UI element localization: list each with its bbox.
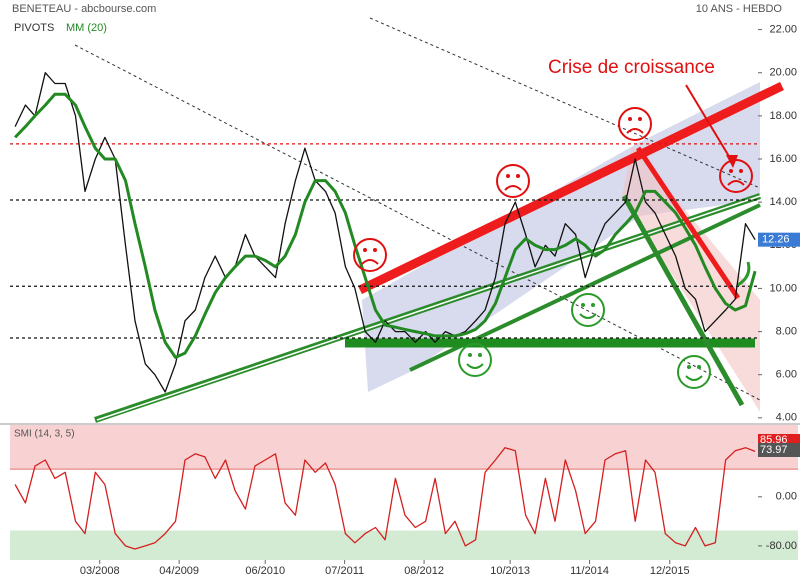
chart-subtitle: 10 ANS - HEBDO [696,3,783,15]
down-support [621,194,745,407]
face [719,159,753,193]
y-tick-label: 16.00 [769,153,797,165]
marker-label: 85.96 [760,434,788,446]
x-tick-label: 10/2013 [490,565,530,577]
eye [628,117,632,121]
smiley-happy [677,355,711,389]
smiley-sad [353,238,387,272]
mouth [727,180,745,186]
eye [373,248,377,252]
y-tick-label: 14.00 [769,196,797,208]
last-price-label: 12.26 [762,234,790,246]
down-resistance [635,146,741,300]
legend-pivots: PIVOTS [14,22,54,34]
eye [581,303,585,307]
eye [638,117,642,121]
x-tick-label: 08/2012 [404,565,444,577]
face [353,238,387,272]
eye [516,174,520,178]
last-smi-label: 73.97 [760,444,788,456]
overbought-zone [10,425,798,470]
smiley-sad [618,107,652,141]
series-line [14,92,757,359]
annotation: Crise de croissance [548,57,715,78]
panel-title: SMI (14, 3, 5) [14,429,75,440]
chart-title: BENETEAU - abcbourse.com [12,3,156,15]
x-tick-label: 07/2011 [325,565,364,577]
eye [739,169,743,173]
face [496,164,530,198]
x-tick-label: 12/2015 [650,565,690,577]
smiley-sad [496,164,530,198]
eye [468,353,472,357]
y-tick-label: -80.00 [766,540,797,552]
y-tick-label: 22.00 [769,23,797,35]
eye [591,303,595,307]
arrow-up [737,261,751,287]
x-tick-label: 11/2014 [570,565,609,577]
mouth [466,363,484,369]
smiley-happy [571,293,605,327]
mouth [579,313,597,319]
last-smi-box [758,443,800,457]
y-tick-label: 8.00 [776,325,797,337]
series-line [14,72,756,393]
eye [687,365,691,369]
x-tick-label: 04/2009 [159,565,199,577]
last-price-box [758,232,800,247]
resistance-line [358,81,784,295]
eye [697,365,701,369]
trend-dashed [369,17,761,189]
arrow [685,84,734,164]
face [571,293,605,327]
mouth [626,128,644,134]
smiley-happy [458,343,492,377]
face [618,107,652,141]
eye [363,248,367,252]
y-tick-label: 20.00 [769,67,797,79]
mouth [361,259,379,265]
x-tick-label: 03/2008 [80,565,120,577]
y-tick-label: 0.00 [776,491,797,503]
y-tick-label: 4.00 [776,412,797,424]
eye [478,353,482,357]
series-line [14,447,756,550]
mouth [504,185,522,191]
y-tick-label: 10.00 [769,282,797,294]
smiley-sad [719,159,753,193]
y-tick-label: 6.00 [776,369,797,381]
eye [729,169,733,173]
y-tick-label: 18.00 [769,110,797,122]
oversold-zone [10,530,798,560]
mouth [685,375,703,381]
eye [506,174,510,178]
legend-ma: MM (20) [66,22,107,34]
face [677,355,711,389]
support-line-inner [96,195,761,421]
face [458,343,492,377]
x-tick-label: 06/2010 [245,565,285,577]
